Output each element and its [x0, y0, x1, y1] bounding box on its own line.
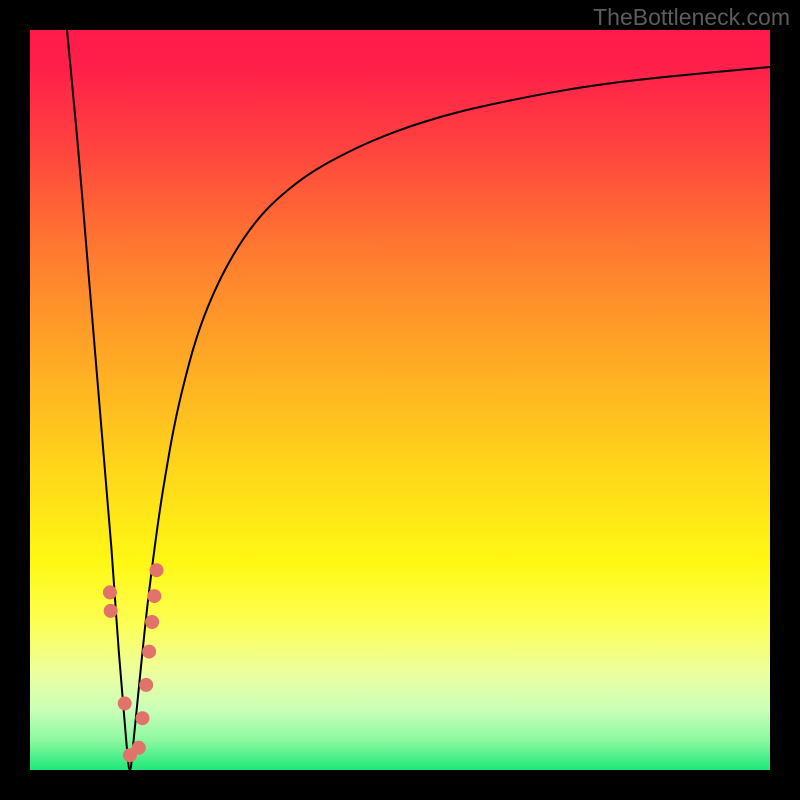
chart-svg: [0, 0, 800, 800]
data-marker: [135, 711, 149, 725]
data-marker: [104, 604, 118, 618]
data-marker: [118, 696, 132, 710]
data-marker: [103, 585, 117, 599]
watermark-text: TheBottleneck.com: [593, 4, 790, 31]
data-marker: [132, 741, 146, 755]
data-marker: [139, 678, 153, 692]
data-marker: [150, 563, 164, 577]
chart-root: TheBottleneck.com: [0, 0, 800, 800]
data-marker: [147, 589, 161, 603]
data-marker: [145, 615, 159, 629]
data-marker: [142, 645, 156, 659]
